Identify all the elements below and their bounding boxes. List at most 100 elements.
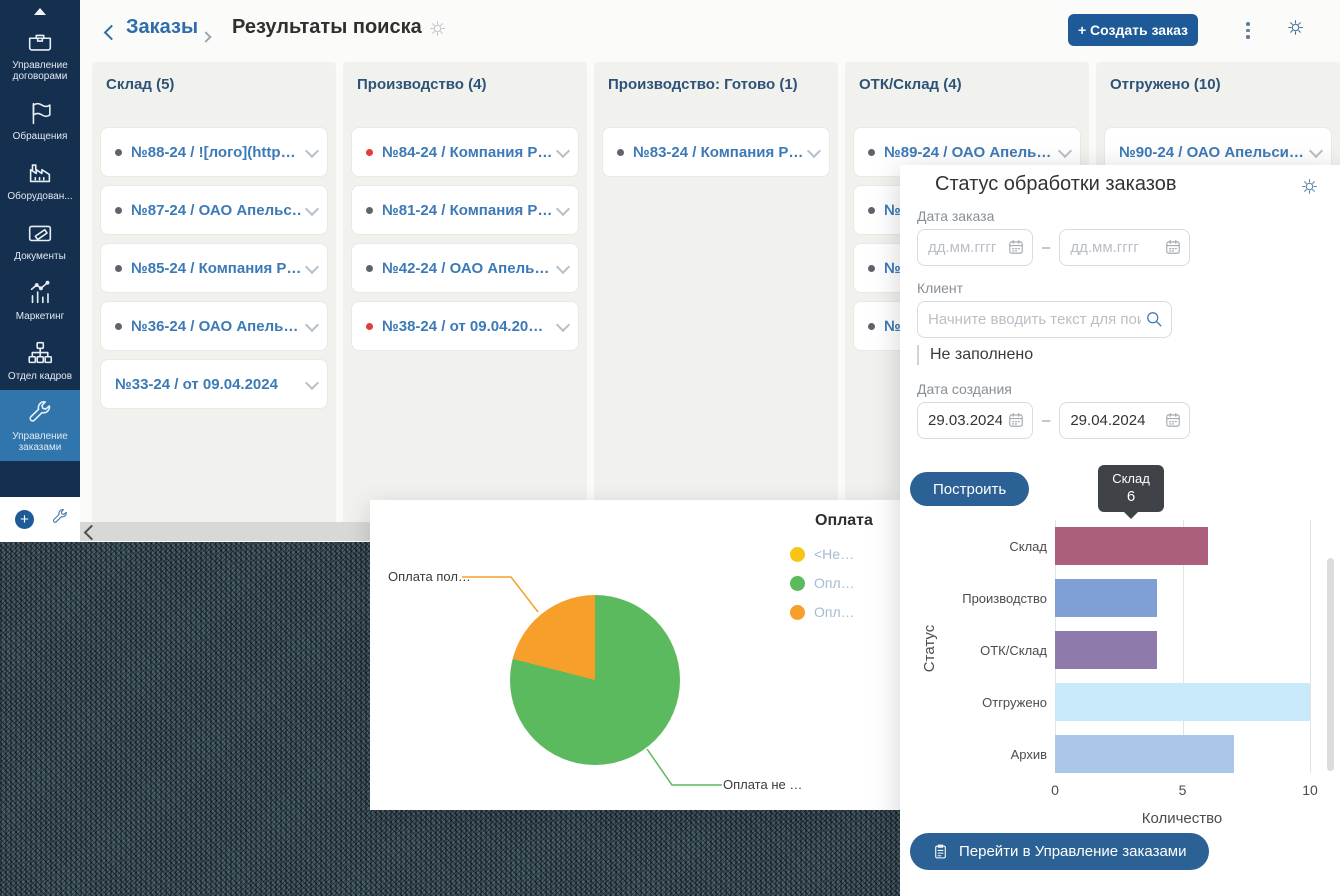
creation-date-from-input[interactable] [917,402,1033,439]
bar-category-label: Склад [1009,538,1047,554]
breadcrumb-link[interactable]: Заказы [126,16,199,38]
sidebar-item-3[interactable]: Оборудован... [0,150,80,210]
legend-label: <Не… [814,546,855,562]
sidebar: Управление договорами Обращения Оборудован… [0,0,80,497]
pie-legend-item[interactable]: Опл… [790,604,855,620]
pie-legend-title: Оплата [815,512,873,529]
status-panel: Статус обработки заказов Дата заказа – К… [900,165,1340,896]
calendar-icon[interactable] [1007,238,1025,261]
bar[interactable] [1055,527,1208,565]
sidebar-item-5[interactable]: Маркетинг [0,270,80,330]
status-bar-chart: Статус Количество 0 5 10 Склад Производство О… [900,520,1340,840]
status-dot-icon [115,264,122,272]
chevron-down-icon[interactable] [304,259,320,277]
chevron-down-icon[interactable] [555,201,571,219]
chevron-down-icon[interactable] [304,375,320,393]
gridline [1310,520,1311,773]
calendar-icon[interactable] [1164,238,1182,261]
bar-chart-xlabel: Количество [1141,810,1223,827]
kanban-horizontal-scrollbar[interactable] [78,522,370,541]
calendar-icon[interactable] [1164,411,1182,434]
not-filled-option[interactable]: Не заполнено [917,345,1033,365]
bar[interactable] [1055,735,1234,773]
chevron-down-icon[interactable] [555,259,571,277]
sidebar-scroll-up-icon[interactable] [34,8,46,15]
bar-tooltip-value: 6 [1126,488,1136,505]
chevron-down-icon[interactable] [806,143,822,161]
payment-pie-chart[interactable] [510,595,680,765]
creation-date-to-input[interactable] [1059,402,1191,439]
order-card[interactable]: №42-24 / ОАО Апель… [351,243,579,293]
chevron-down-icon[interactable] [1057,143,1073,161]
contracts-icon [28,34,52,51]
bar-tooltip: Склад 6 [1098,465,1164,519]
sidebar-item-label: Маркетинг [15,311,65,322]
marketing-icon [30,280,50,304]
order-date-to-field [1059,229,1191,266]
gridline [1182,520,1184,773]
order-card-text: №36-24 / ОАО Апель… [131,317,299,335]
bar[interactable] [1055,579,1157,617]
order-card[interactable]: №88-24 / ![лого](http… [100,127,328,177]
order-date-from-input[interactable] [917,229,1033,266]
bar[interactable] [1055,631,1157,669]
calendar-icon[interactable] [1007,411,1025,434]
order-card[interactable]: №83-24 / Компания Р… [602,127,830,177]
sidebar-item-6[interactable]: Отдел кадров [0,330,80,390]
title-gear-icon[interactable] [428,19,447,43]
chevron-down-icon[interactable] [304,143,320,161]
sidebar-item-label: Документы [14,251,66,262]
chevron-down-icon[interactable] [555,143,571,161]
breadcrumb-back-icon[interactable] [103,24,120,43]
wrench-icon [29,401,51,422]
chevron-down-icon[interactable] [304,201,320,219]
sidebar-item-label: Отдел кадров [7,371,73,382]
pie-legend-item[interactable]: Опл… [790,575,855,591]
create-order-button[interactable]: + Создать заказ [1068,14,1198,46]
order-card[interactable]: №36-24 / ОАО Апель… [100,301,328,351]
build-button[interactable]: Построить [910,472,1030,506]
order-card[interactable]: №81-24 / Компания Р… [351,185,579,235]
order-card[interactable]: №33-24 / от 09.04.2024 [100,359,328,409]
date-range-dash: – [1042,412,1051,429]
client-search-input[interactable] [917,301,1172,338]
order-card[interactable]: №84-24 / Компания Р… [351,127,579,177]
documents-icon [28,225,52,242]
order-card[interactable]: №38-24 / от 09.04.20… [351,301,579,351]
scroll-left-icon[interactable] [83,524,100,541]
creation-date-from-field [917,402,1033,439]
sidebar-item-7[interactable]: Управление заказами [0,390,80,461]
sidebar-nav: Управление договорами Обращения Оборудован… [0,19,80,461]
sidebar-item-4[interactable]: Документы [0,210,80,270]
status-dot-icon [115,206,122,214]
order-card-text: №88-24 / ![лого](http… [131,143,296,161]
panel-vertical-scrollbar[interactable] [1327,558,1334,771]
board-settings-gear-icon[interactable] [1286,18,1305,42]
sidebar-item-label: Управление договорами [12,60,68,82]
bar-track [1055,520,1310,572]
page-title: Результаты поиска [232,16,422,38]
pie-callout-left: Оплата пол… [388,569,471,584]
pie-legend: <Не… Опл… Опл… [790,546,855,620]
chevron-down-icon[interactable] [1308,143,1324,161]
chevron-down-icon[interactable] [555,317,571,335]
sidebar-item-1[interactable]: Управление договорами [0,19,80,90]
more-options-icon[interactable] [1244,20,1252,41]
goto-orders-button[interactable]: Перейти в Управление заказами [910,833,1209,870]
order-card[interactable]: №87-24 / ОАО Апельс… [100,185,328,235]
search-icon[interactable] [1144,309,1164,334]
chevron-down-icon[interactable] [304,317,320,335]
sidebar-item-2[interactable]: Обращения [0,90,80,150]
bar[interactable] [1055,683,1310,721]
order-card-text: №89-24 / ОАО Апель… [884,143,1052,161]
status-panel-gear-icon[interactable] [1300,177,1319,201]
client-search-field [917,301,1172,338]
bar-row: Склад [900,520,1310,572]
order-card[interactable]: №85-24 / Компания Р… [100,243,328,293]
add-button[interactable]: + [15,510,34,529]
bar-track [1055,728,1310,780]
order-date-to-input[interactable] [1059,229,1191,266]
bar-category-label: ОТК/Склад [980,642,1047,658]
footer-wrench-icon[interactable] [50,507,70,532]
pie-legend-item[interactable]: <Не… [790,546,855,562]
